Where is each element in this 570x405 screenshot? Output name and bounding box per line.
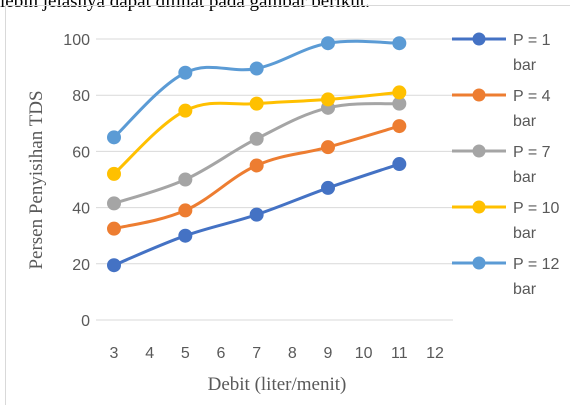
- legend-entry-3: P = 7 bar: [452, 144, 551, 186]
- data-point: [321, 180, 335, 195]
- data-point: [249, 96, 264, 111]
- x-tick-label: 5: [181, 345, 190, 362]
- data-point: [321, 140, 335, 155]
- legend-entry-5: P = 12 bar: [452, 256, 560, 298]
- data-point: [107, 130, 121, 145]
- x-tick-label: 9: [324, 345, 333, 362]
- x-tick-label: 11: [391, 345, 408, 362]
- legend-label: P = 12: [513, 256, 560, 273]
- series-line-3: [107, 96, 407, 211]
- legend-swatch-marker: [472, 144, 486, 158]
- y-tick-label: 80: [72, 88, 90, 105]
- data-point: [107, 221, 121, 236]
- x-tick-label: 4: [145, 345, 154, 362]
- series-path: [113, 102, 400, 205]
- legend-entry-4: P = 10 bar: [452, 200, 560, 242]
- data-point: [249, 61, 264, 76]
- y-tick-label: 20: [72, 257, 90, 274]
- data-point: [178, 65, 193, 80]
- x-tick-label: 6: [217, 345, 226, 362]
- series-line-4: [107, 85, 407, 181]
- y-tick-label: 40: [72, 201, 90, 218]
- x-tick-label: 7: [252, 345, 261, 362]
- y-axis-label: Persen Penyisihan TDS: [26, 90, 47, 269]
- series-group: [107, 36, 407, 273]
- data-point: [392, 119, 407, 134]
- data-point: [249, 131, 264, 146]
- y-tick-label: 100: [63, 32, 90, 49]
- legend-label-unit: bar: [513, 225, 537, 242]
- y-tick-label: 0: [81, 313, 90, 330]
- legend-label-unit: bar: [513, 169, 537, 186]
- x-tick-label: 10: [355, 345, 373, 362]
- caption-text: lebih jelasnya dapat dilihat pada gambar…: [0, 0, 370, 12]
- legend-label-unit: bar: [513, 113, 537, 130]
- data-point: [392, 85, 407, 100]
- y-tick-label: 60: [72, 144, 90, 161]
- legend-swatch-marker: [472, 200, 486, 214]
- data-point: [178, 203, 193, 218]
- legend-swatch-marker: [472, 88, 486, 102]
- legend-label-unit: bar: [513, 57, 537, 74]
- x-axis-label: Debit (liter/menit): [208, 374, 347, 395]
- legend-label: P = 1: [513, 32, 551, 49]
- data-point: [107, 196, 121, 211]
- line-chart: 0 20 40 60 80 100 3 4 5 6 7 8 9 10 11 12 P = 1 bar P = 4 b…: [26, 32, 560, 395]
- data-point: [178, 172, 193, 187]
- data-point: [178, 103, 193, 118]
- data-point: [249, 207, 264, 222]
- series-line-5: [107, 36, 407, 145]
- legend-entry-1: P = 1 bar: [452, 32, 551, 74]
- data-point: [392, 157, 407, 172]
- data-point: [321, 36, 335, 51]
- legend-label-unit: bar: [513, 281, 537, 298]
- series-line-1: [107, 157, 407, 273]
- data-point: [249, 158, 264, 173]
- data-point: [107, 258, 121, 273]
- x-tick-label: 12: [426, 345, 444, 362]
- x-tick-label: 8: [288, 345, 297, 362]
- legend-label: P = 4: [513, 88, 551, 105]
- data-point: [392, 36, 407, 51]
- x-tick-label: 3: [110, 345, 119, 362]
- chart-frame: [5, 5, 570, 405]
- data-point: [178, 228, 193, 243]
- series-line-2: [107, 119, 407, 236]
- gridlines: [96, 38, 453, 321]
- legend-entry-2: P = 4 bar: [452, 88, 551, 130]
- legend: P = 1 bar P = 4 bar P = 7 bar P = 10 bar P = 12 b…: [452, 32, 560, 298]
- data-point: [107, 166, 121, 181]
- legend-label: P = 10: [513, 200, 560, 217]
- series-path: [112, 39, 400, 139]
- legend-swatch-marker: [472, 32, 486, 46]
- legend-swatch-marker: [472, 256, 486, 270]
- legend-label: P = 7: [513, 144, 551, 161]
- data-point: [321, 92, 335, 107]
- axes: 0 20 40 60 80 100 3 4 5 6 7 8 9 10 11 12: [63, 32, 444, 362]
